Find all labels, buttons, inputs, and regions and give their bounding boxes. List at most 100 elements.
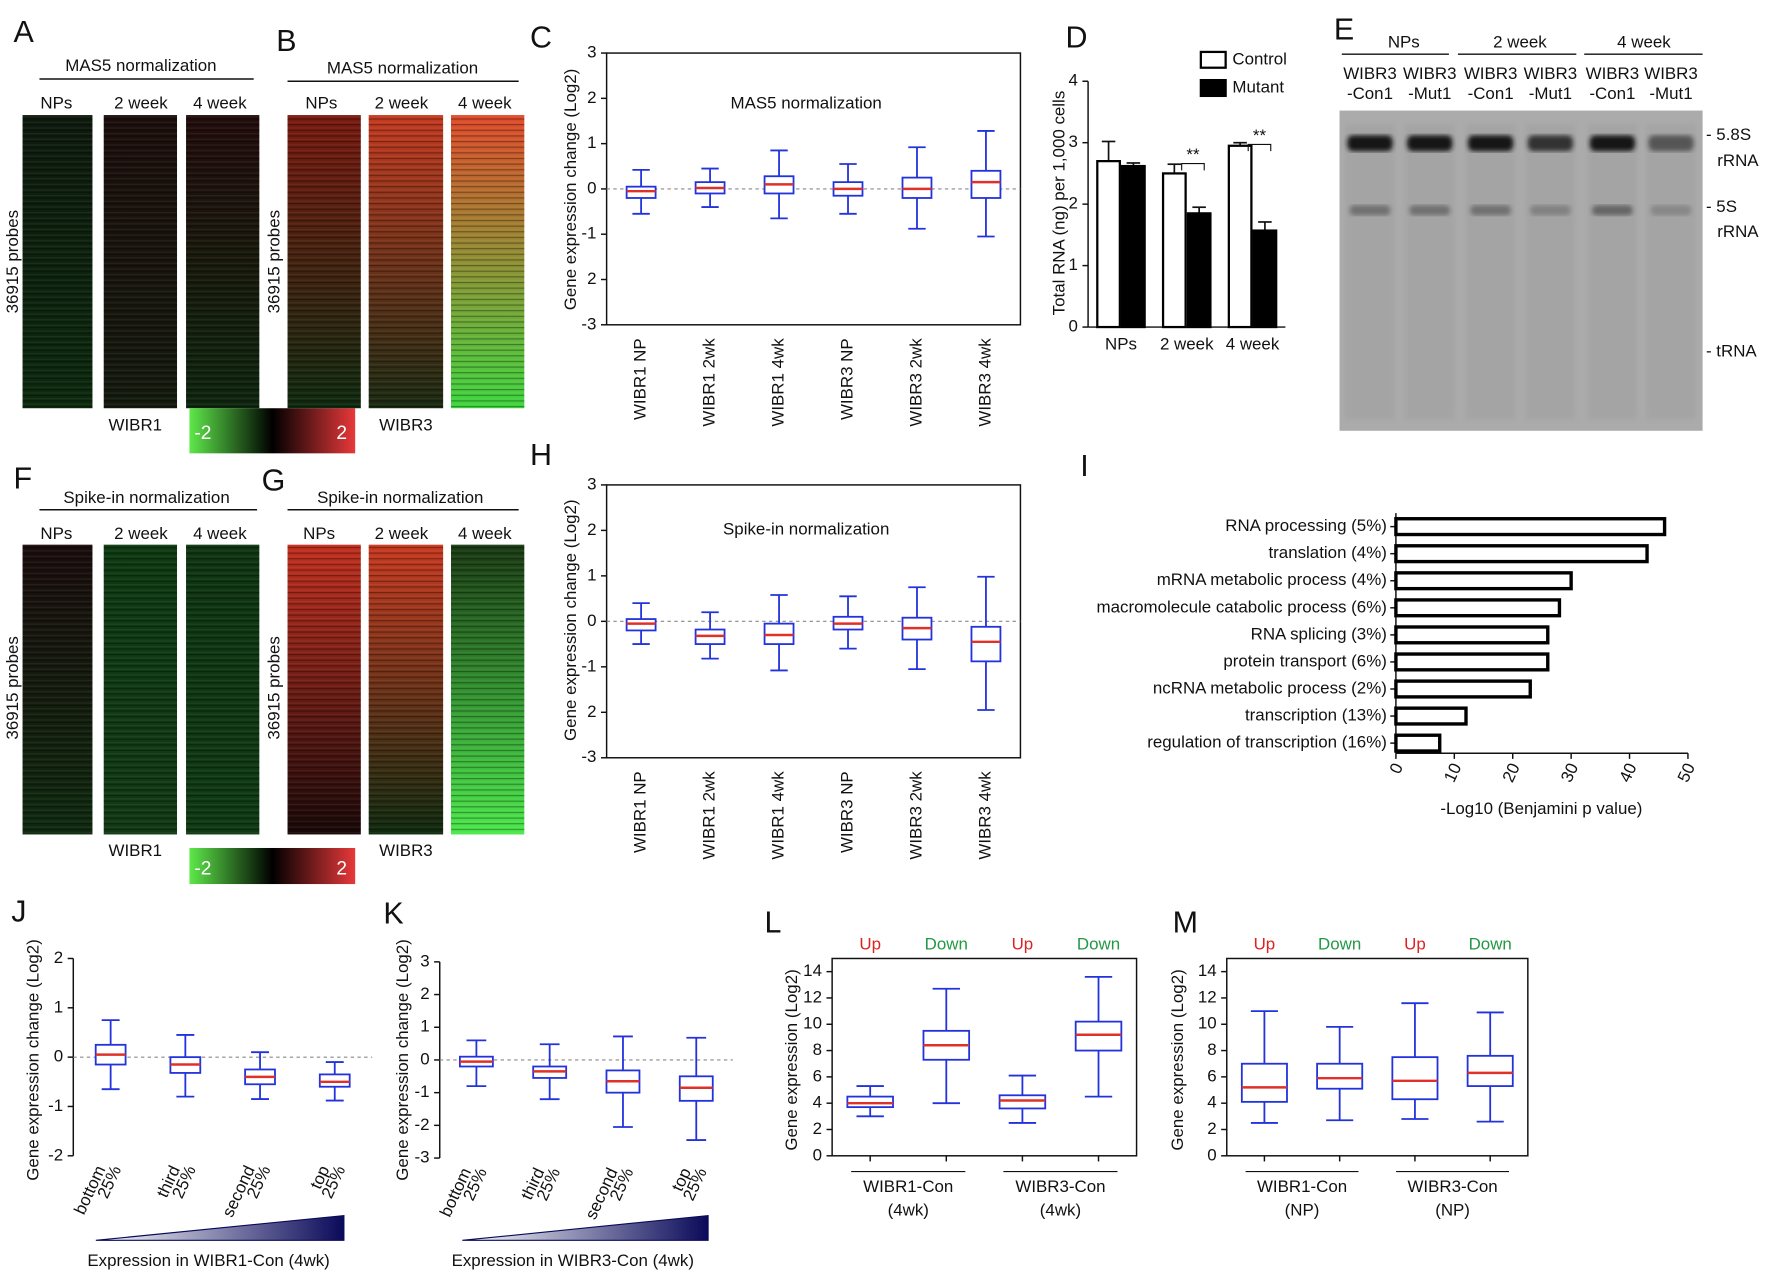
y-tick-label: -2 [415, 1115, 430, 1134]
box [1074, 1020, 1123, 1052]
group-label: WIBR1-Con [1257, 1177, 1347, 1196]
x-tick-label: WIBR3 NP [837, 338, 856, 420]
heatmap-texture [451, 544, 525, 835]
box [970, 169, 1002, 199]
bar [1186, 212, 1212, 329]
colorbar-tick-label: -2 [194, 858, 211, 879]
y-tick-label: -3 [581, 747, 596, 766]
y-tick-label: 0 [420, 1049, 429, 1068]
x-axis-label: WIBR3 [379, 841, 433, 860]
box-label: Down [1469, 934, 1512, 953]
y-tick-label: 2 [587, 88, 596, 107]
band-label: - 5S [1706, 197, 1737, 216]
lane-smear [1465, 124, 1516, 420]
bar [1227, 144, 1253, 329]
band [1347, 135, 1393, 152]
lane-label: -Mut1 [1529, 84, 1572, 103]
group-label: (4wk) [1040, 1201, 1081, 1220]
y-axis-label: Gene expression change (Log2) [23, 939, 42, 1181]
x-axis-label: WIBR3 [379, 416, 433, 435]
box [970, 625, 1002, 663]
box [1391, 1056, 1439, 1101]
y-tick-label: 3 [587, 43, 596, 62]
y-tick-label: 1 [587, 565, 596, 584]
plot-frame [831, 957, 1138, 1157]
x-tick-label: 0 [1386, 760, 1407, 777]
band [1409, 205, 1451, 216]
y-axis-label: 36915 probes [265, 636, 284, 739]
column-label: NPs [40, 524, 72, 543]
bar [1394, 625, 1550, 645]
x-tick-label: 2 week [1160, 335, 1214, 354]
column-label: 4 week [193, 93, 247, 112]
plot-frame [1226, 957, 1529, 1157]
y-tick-label: 1 [1069, 255, 1078, 274]
y-axis-label: Total RNA (ng) per 1,000 cells [1049, 91, 1068, 316]
y-tick-label: -3 [581, 314, 596, 333]
y-tick-label: 4 [1207, 1093, 1216, 1112]
annotation: ** [1186, 145, 1200, 164]
box-label: Up [1012, 934, 1034, 953]
y-tick-label: 12 [1198, 987, 1217, 1006]
y-axis-label: Gene expression (Log2) [782, 969, 801, 1150]
bar [1394, 517, 1667, 537]
bar [1394, 733, 1442, 753]
legend-label: Control [1232, 49, 1287, 68]
y-tick-label: 0 [54, 1047, 63, 1066]
y-tick-label: translation (4%) [1268, 543, 1386, 562]
x-axis-label: Expression in WIBR1-Con (4wk) [87, 1251, 329, 1270]
x-axis-label: WIBR1 [109, 416, 163, 435]
annotation: ** [1253, 126, 1267, 145]
group-label: WIBR3-Con [1407, 1177, 1497, 1196]
heatmap-texture [103, 544, 178, 835]
band-label: rRNA [1717, 151, 1759, 170]
lane-label: -Con1 [1589, 84, 1635, 103]
panel-letter: F [14, 461, 33, 495]
band [1589, 135, 1635, 152]
y-tick-label: 0 [587, 611, 596, 630]
panel-title: Spike-in normalization [317, 488, 483, 507]
lane-smear [1404, 124, 1455, 420]
x-tick-label: 20 [1499, 760, 1524, 785]
colorbar-tick-label: -2 [194, 423, 211, 444]
y-axis-label: Gene expression change (Log2) [561, 499, 580, 741]
y-tick-label: mRNA metabolic process (4%) [1157, 570, 1387, 589]
bar [1394, 679, 1532, 699]
y-tick-label: 2 [587, 520, 596, 539]
group-label: (NP) [1285, 1201, 1320, 1220]
box [1466, 1054, 1514, 1087]
column-label: NPs [40, 93, 72, 112]
panel-title: MAS5 normalization [327, 58, 478, 77]
y-tick-label: 4 [1069, 71, 1078, 90]
group-label: (NP) [1435, 1201, 1470, 1220]
colorbar-tick-label: 2 [336, 423, 347, 444]
box-label: Up [859, 934, 881, 953]
annotation: MAS5 normalization [731, 93, 882, 112]
x-tick-label: WIBR3 4wk [975, 771, 994, 860]
lane-label: -Mut1 [1649, 84, 1692, 103]
y-tick-label: 1 [420, 1017, 429, 1036]
column-label: NPs [305, 93, 337, 112]
legend-swatch [1199, 50, 1227, 69]
y-tick-label: RNA splicing (3%) [1251, 624, 1387, 643]
y-tick-label: -3 [415, 1148, 430, 1167]
group-label: 4 week [1617, 32, 1671, 51]
box-label: Up [1254, 934, 1276, 953]
box-label: Down [1318, 934, 1361, 953]
y-tick-label: 14 [803, 961, 822, 980]
x-axis-label: WIBR1 [109, 841, 163, 860]
group-label: NPs [1388, 32, 1420, 51]
x-tick-label: WIBR3 2wk [906, 771, 925, 860]
y-tick-label: -1 [581, 224, 596, 243]
box-label: Up [1404, 934, 1426, 953]
y-tick-label: 0 [1069, 317, 1078, 336]
y-tick-label: 3 [1069, 132, 1078, 151]
panel-letter: K [383, 897, 403, 931]
y-tick-label: -1 [48, 1096, 63, 1115]
x-tick-label: 4 week [1226, 335, 1280, 354]
box [1316, 1062, 1364, 1090]
lane-smear [1646, 124, 1696, 420]
column-label: 4 week [193, 524, 247, 543]
band [1530, 205, 1571, 216]
